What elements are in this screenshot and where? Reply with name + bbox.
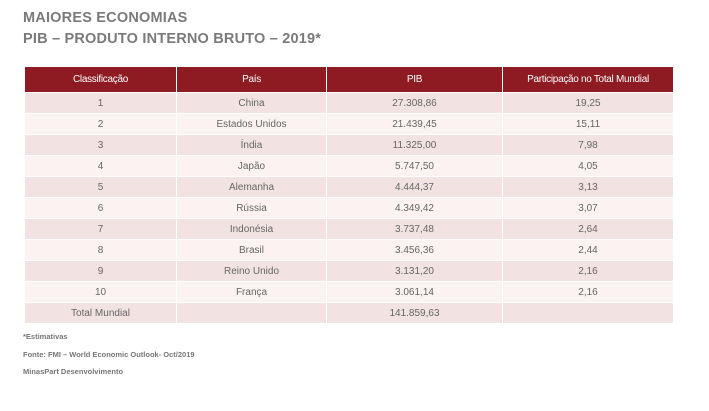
- cell-gdp: 141.859,63: [327, 303, 502, 323]
- header-rank: Classificação: [25, 67, 176, 92]
- cell-gdp: 4.349,42: [327, 198, 502, 218]
- cell-country: Indonésia: [177, 219, 326, 239]
- cell-rank: 10: [25, 282, 176, 302]
- cell-country: Japão: [177, 156, 326, 176]
- cell-share: 7,98: [503, 135, 673, 155]
- cell-gdp: 3.456,36: [327, 240, 502, 260]
- total-row: Total Mundial 141.859,63: [25, 303, 673, 323]
- cell-country: Índia: [177, 135, 326, 155]
- cell-country: Alemanha: [177, 177, 326, 197]
- cell-share: 2,16: [503, 261, 673, 281]
- cell-share: [503, 303, 673, 323]
- cell-rank: 6: [25, 198, 176, 218]
- table-row: 3 Índia 11.325,00 7,98: [25, 135, 673, 155]
- cell-share: 2,64: [503, 219, 673, 239]
- cell-rank: 3: [25, 135, 176, 155]
- note-estimate: *Estimativas: [23, 332, 68, 341]
- cell-gdp: 3.061,14: [327, 282, 502, 302]
- header-gdp: PIB: [327, 67, 502, 92]
- cell-rank: 7: [25, 219, 176, 239]
- cell-rank: Total Mundial: [25, 303, 176, 323]
- cell-country: [177, 303, 326, 323]
- cell-share: 3,07: [503, 198, 673, 218]
- table-header-row: Classificação País PIB Participação no T…: [25, 67, 673, 92]
- cell-share: 4,05: [503, 156, 673, 176]
- cell-gdp: 27.308,86: [327, 93, 502, 113]
- table-row: 2 Estados Unidos 21.439,45 15,11: [25, 114, 673, 134]
- gdp-table: Classificação País PIB Participação no T…: [24, 66, 674, 324]
- cell-country: Reino Unido: [177, 261, 326, 281]
- table-row: 6 Rússia 4.349,42 3,07: [25, 198, 673, 218]
- header-country: País: [177, 67, 326, 92]
- title-line-1: MAIORES ECONOMIAS: [23, 10, 188, 26]
- cell-country: China: [177, 93, 326, 113]
- cell-country: Estados Unidos: [177, 114, 326, 134]
- table-row: 5 Alemanha 4.444,37 3,13: [25, 177, 673, 197]
- cell-rank: 9: [25, 261, 176, 281]
- cell-gdp: 4.444,37: [327, 177, 502, 197]
- cell-share: 19,25: [503, 93, 673, 113]
- cell-share: 2,16: [503, 282, 673, 302]
- cell-rank: 5: [25, 177, 176, 197]
- cell-country: França: [177, 282, 326, 302]
- table-row: 7 Indonésia 3.737,48 2,64: [25, 219, 673, 239]
- table-row: 1 China 27.308,86 19,25: [25, 93, 673, 113]
- cell-rank: 4: [25, 156, 176, 176]
- cell-share: 3,13: [503, 177, 673, 197]
- cell-gdp: 21.439,45: [327, 114, 502, 134]
- cell-gdp: 5.747,50: [327, 156, 502, 176]
- cell-country: Rússia: [177, 198, 326, 218]
- cell-rank: 8: [25, 240, 176, 260]
- table-row: 9 Reino Unido 3.131,20 2,16: [25, 261, 673, 281]
- cell-share: 15,11: [503, 114, 673, 134]
- cell-country: Brasil: [177, 240, 326, 260]
- table-row: 8 Brasil 3.456,36 2,44: [25, 240, 673, 260]
- cell-gdp: 3.737,48: [327, 219, 502, 239]
- table-row: 10 França 3.061,14 2,16: [25, 282, 673, 302]
- cell-rank: 1: [25, 93, 176, 113]
- title-line-2: PIB – PRODUTO INTERNO BRUTO – 2019*: [23, 31, 322, 47]
- note-author: MinasPart Desenvolvimento: [23, 367, 124, 376]
- cell-gdp: 11.325,00: [327, 135, 502, 155]
- header-share: Participação no Total Mundial: [503, 67, 673, 92]
- cell-gdp: 3.131,20: [327, 261, 502, 281]
- cell-share: 2,44: [503, 240, 673, 260]
- table-row: 4 Japão 5.747,50 4,05: [25, 156, 673, 176]
- cell-rank: 2: [25, 114, 176, 134]
- note-source: Fonte: FMI – World Economic Outlook- Oct…: [23, 350, 195, 359]
